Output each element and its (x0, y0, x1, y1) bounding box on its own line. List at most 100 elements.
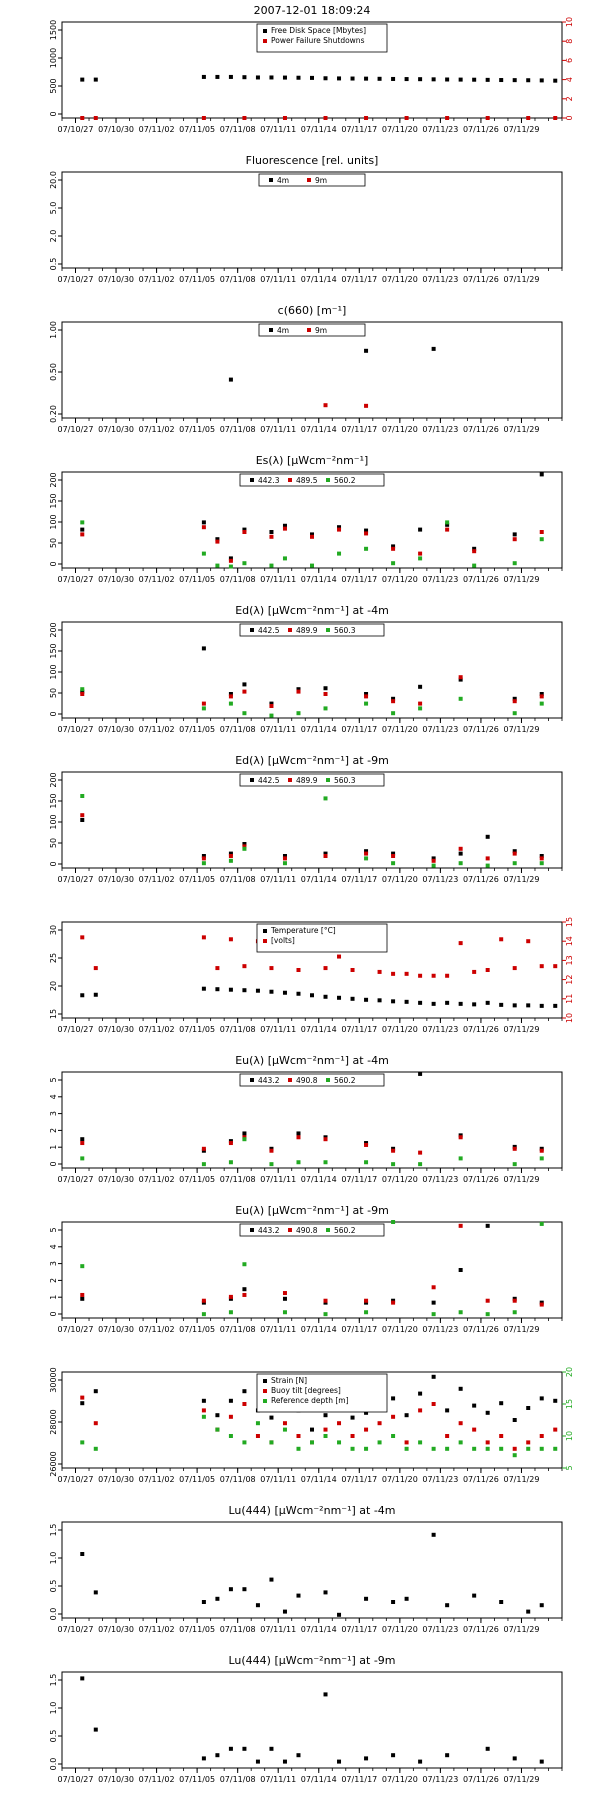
data-point (526, 78, 531, 83)
panel-strain-tilt-depth: 07/10/27 07/10/30 07/11/02 07/11/05 07/11/08… (0, 1350, 600, 1500)
x-tick-label: 07/11/05 (179, 275, 215, 284)
x-tick-label: 07/10/30 (98, 425, 134, 434)
data-point (445, 1603, 450, 1608)
data-point (269, 530, 274, 534)
data-point (364, 1142, 369, 1147)
data-point (350, 1446, 355, 1451)
x-tick-label: 07/10/27 (58, 1325, 94, 1334)
data-point (512, 1298, 517, 1303)
data-point (80, 1156, 85, 1161)
x-tick-label: 07/11/23 (422, 1175, 458, 1184)
legend-box (256, 23, 388, 53)
data-point (445, 1434, 450, 1438)
x-tick-label: 07/11/05 (179, 1325, 215, 1334)
data-point (80, 520, 85, 525)
data-point (377, 76, 382, 81)
data-point (242, 988, 247, 993)
data-point (458, 675, 463, 680)
panel-ed-4m: Ed(λ) [μWcm⁻²nm⁻¹] at -4m 07/10/27 07/10/3… (0, 600, 600, 750)
data-point (391, 1600, 396, 1604)
y2-tick-label: 13 (565, 955, 574, 965)
data-point (80, 1676, 85, 1681)
legend-label: 560.2 (334, 1076, 356, 1085)
x-tick-label: 07/11/29 (503, 1025, 539, 1034)
data-point (269, 1746, 274, 1751)
legend-swatch (326, 628, 330, 632)
data-point (418, 1759, 423, 1764)
data-point (80, 527, 85, 532)
data-point (458, 846, 463, 851)
data-point (485, 1440, 490, 1445)
data-point (364, 1596, 369, 1601)
data-point (228, 1141, 233, 1146)
data-point (485, 116, 490, 120)
x-tick-label: 07/11/05 (179, 1625, 215, 1634)
data-point (310, 993, 314, 998)
data-point (499, 1434, 504, 1438)
legend-label: 4m (277, 176, 289, 185)
data-point (364, 694, 369, 699)
data-point (404, 77, 409, 82)
data-point (242, 1287, 247, 1292)
x-tick-label: 07/10/27 (58, 875, 94, 884)
data-point (553, 1398, 558, 1403)
plot-frame (61, 21, 563, 119)
data-point (472, 1427, 477, 1432)
chart-title: Lu(444) [μWcm⁻²nm⁻¹] at -4m (228, 1504, 395, 1517)
y2-tick-label: 10 (565, 1431, 574, 1441)
y2-tick-label: 0 (565, 115, 574, 120)
legend-label: 560.2 (334, 1226, 356, 1235)
data-point (242, 1587, 247, 1592)
x-tick-label: 07/11/11 (260, 275, 296, 284)
data-point (201, 706, 206, 711)
data-point (539, 530, 544, 534)
panel-c660: c(660) [m⁻¹] 07/10/27 07/10/30 07/11/02 07/1… (0, 300, 600, 450)
legend-swatch (263, 939, 267, 943)
x-tick-label: 07/11/29 (503, 1325, 539, 1334)
data-point (431, 346, 436, 351)
data-point (431, 1001, 436, 1006)
y-tick-label: 0 (49, 1161, 58, 1166)
x-tick-label: 07/10/27 (58, 1025, 94, 1034)
panel-eu-4m: Eu(λ) [μWcm⁻²nm⁻¹] at -4m 07/10/27 07/10/3… (0, 1050, 600, 1200)
data-point (364, 1756, 369, 1761)
data-point (242, 711, 247, 716)
data-point (255, 1603, 260, 1608)
data-point (310, 1440, 314, 1445)
data-point (445, 527, 450, 532)
x-tick-label: 07/11/23 (422, 275, 458, 284)
data-point (512, 532, 517, 537)
x-tick-label: 07/11/14 (301, 1475, 337, 1484)
y-tick-label: 1.5 (49, 1524, 58, 1537)
data-point (242, 1440, 247, 1445)
data-point (418, 1071, 423, 1076)
legend-box (239, 473, 385, 487)
y-tick-label: 0 (49, 561, 58, 566)
data-point (228, 556, 233, 561)
y-tick-label: 20.0 (49, 171, 58, 189)
legend-label: 489.9 (296, 626, 318, 635)
x-tick-label: 07/11/29 (503, 125, 539, 134)
data-point (269, 534, 274, 539)
data-point (296, 1135, 301, 1140)
data-point (282, 556, 287, 561)
data-point (323, 706, 328, 711)
data-point (242, 1389, 247, 1394)
data-point (418, 1000, 423, 1005)
legend-label: 9m (315, 176, 327, 185)
data-point (512, 699, 517, 704)
data-point (458, 1223, 463, 1228)
legend-label: Strain [N] (271, 1376, 307, 1385)
data-point (323, 1434, 328, 1438)
x-tick-label: 07/11/29 (503, 425, 539, 434)
data-point (485, 968, 490, 972)
data-point (458, 941, 463, 946)
x-tick-label: 07/11/08 (220, 1025, 256, 1034)
data-point (310, 75, 314, 80)
y-tick-label: 4 (49, 1244, 58, 1249)
x-tick-label: 07/10/27 (58, 575, 94, 584)
x-tick-label: 07/11/11 (260, 725, 296, 734)
legend-swatch (250, 778, 254, 782)
y-tick-label: 3 (49, 1111, 58, 1116)
data-point (512, 966, 517, 971)
